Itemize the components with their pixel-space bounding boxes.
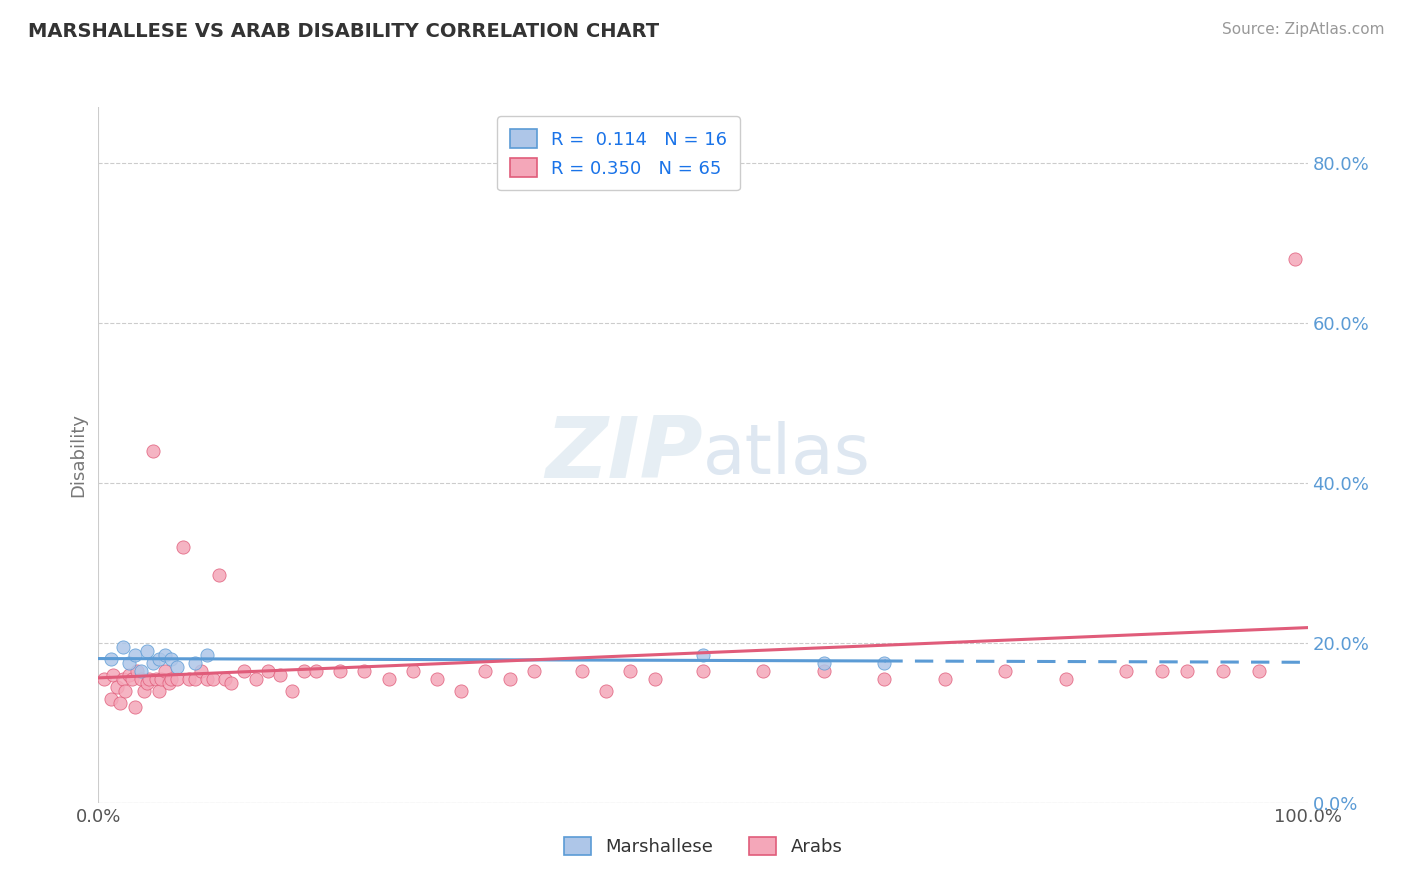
Point (1284, 252, 1306, 266)
Point (208, 567, 231, 582)
Point (190, 664, 212, 678)
Point (450, 683, 472, 698)
Point (105, 680, 128, 694)
Point (135, 676, 157, 690)
Point (426, 672, 449, 686)
Point (752, 664, 775, 678)
Point (160, 652, 183, 666)
Point (138, 672, 160, 686)
Point (124, 699, 146, 714)
Point (145, 672, 167, 686)
Point (221, 676, 243, 690)
Point (108, 696, 131, 710)
Point (166, 660, 188, 674)
Point (873, 672, 896, 686)
Point (124, 648, 146, 662)
Point (202, 672, 225, 686)
Point (1054, 672, 1077, 686)
Point (93, 672, 115, 686)
Text: ZIP: ZIP (546, 413, 703, 497)
Point (172, 540, 194, 554)
Point (281, 683, 304, 698)
Point (118, 656, 141, 670)
Text: Source: ZipAtlas.com: Source: ZipAtlas.com (1222, 22, 1385, 37)
Point (129, 664, 152, 678)
Point (353, 664, 375, 678)
Point (329, 664, 352, 678)
Point (474, 664, 496, 678)
Point (148, 683, 170, 698)
Point (184, 672, 207, 686)
Point (1152, 664, 1174, 678)
Point (157, 676, 180, 690)
Point (127, 664, 149, 678)
Point (101, 668, 124, 682)
Point (100, 652, 122, 666)
Point (160, 672, 183, 686)
Point (644, 672, 666, 686)
Point (619, 664, 641, 678)
Point (498, 672, 520, 686)
Point (873, 656, 896, 670)
Point (148, 652, 170, 666)
Point (402, 664, 425, 678)
Point (129, 672, 152, 686)
Point (292, 664, 315, 678)
Point (1249, 664, 1271, 678)
Point (111, 672, 134, 686)
Point (934, 672, 956, 686)
Point (245, 672, 267, 686)
Point (153, 664, 176, 678)
Point (232, 664, 254, 678)
Point (153, 648, 176, 662)
Point (184, 656, 207, 670)
Point (305, 664, 328, 678)
Point (595, 683, 617, 698)
Point (114, 683, 136, 698)
Point (121, 672, 143, 686)
Point (214, 672, 236, 686)
Point (195, 672, 218, 686)
Point (118, 668, 141, 682)
Text: MARSHALLESE VS ARAB DISABILITY CORRELATION CHART: MARSHALLESE VS ARAB DISABILITY CORRELATI… (28, 22, 659, 41)
Point (571, 664, 593, 678)
Point (269, 668, 291, 682)
Legend: Marshallese, Arabs: Marshallese, Arabs (557, 830, 849, 863)
Point (166, 672, 188, 686)
Point (377, 672, 399, 686)
Point (179, 672, 201, 686)
Point (813, 664, 835, 678)
Point (523, 664, 546, 678)
Point (1175, 664, 1198, 678)
Point (1115, 664, 1137, 678)
Point (142, 656, 165, 670)
Point (692, 648, 714, 662)
Point (195, 648, 218, 662)
Point (150, 672, 173, 686)
Point (256, 664, 278, 678)
Point (994, 664, 1017, 678)
Point (134, 683, 156, 698)
Y-axis label: Disability: Disability (69, 413, 87, 497)
Point (692, 664, 714, 678)
Point (100, 691, 122, 706)
Text: atlas: atlas (703, 421, 870, 489)
Point (142, 444, 165, 458)
Point (111, 640, 134, 654)
Point (813, 656, 835, 670)
Point (135, 644, 157, 658)
Point (1212, 664, 1234, 678)
